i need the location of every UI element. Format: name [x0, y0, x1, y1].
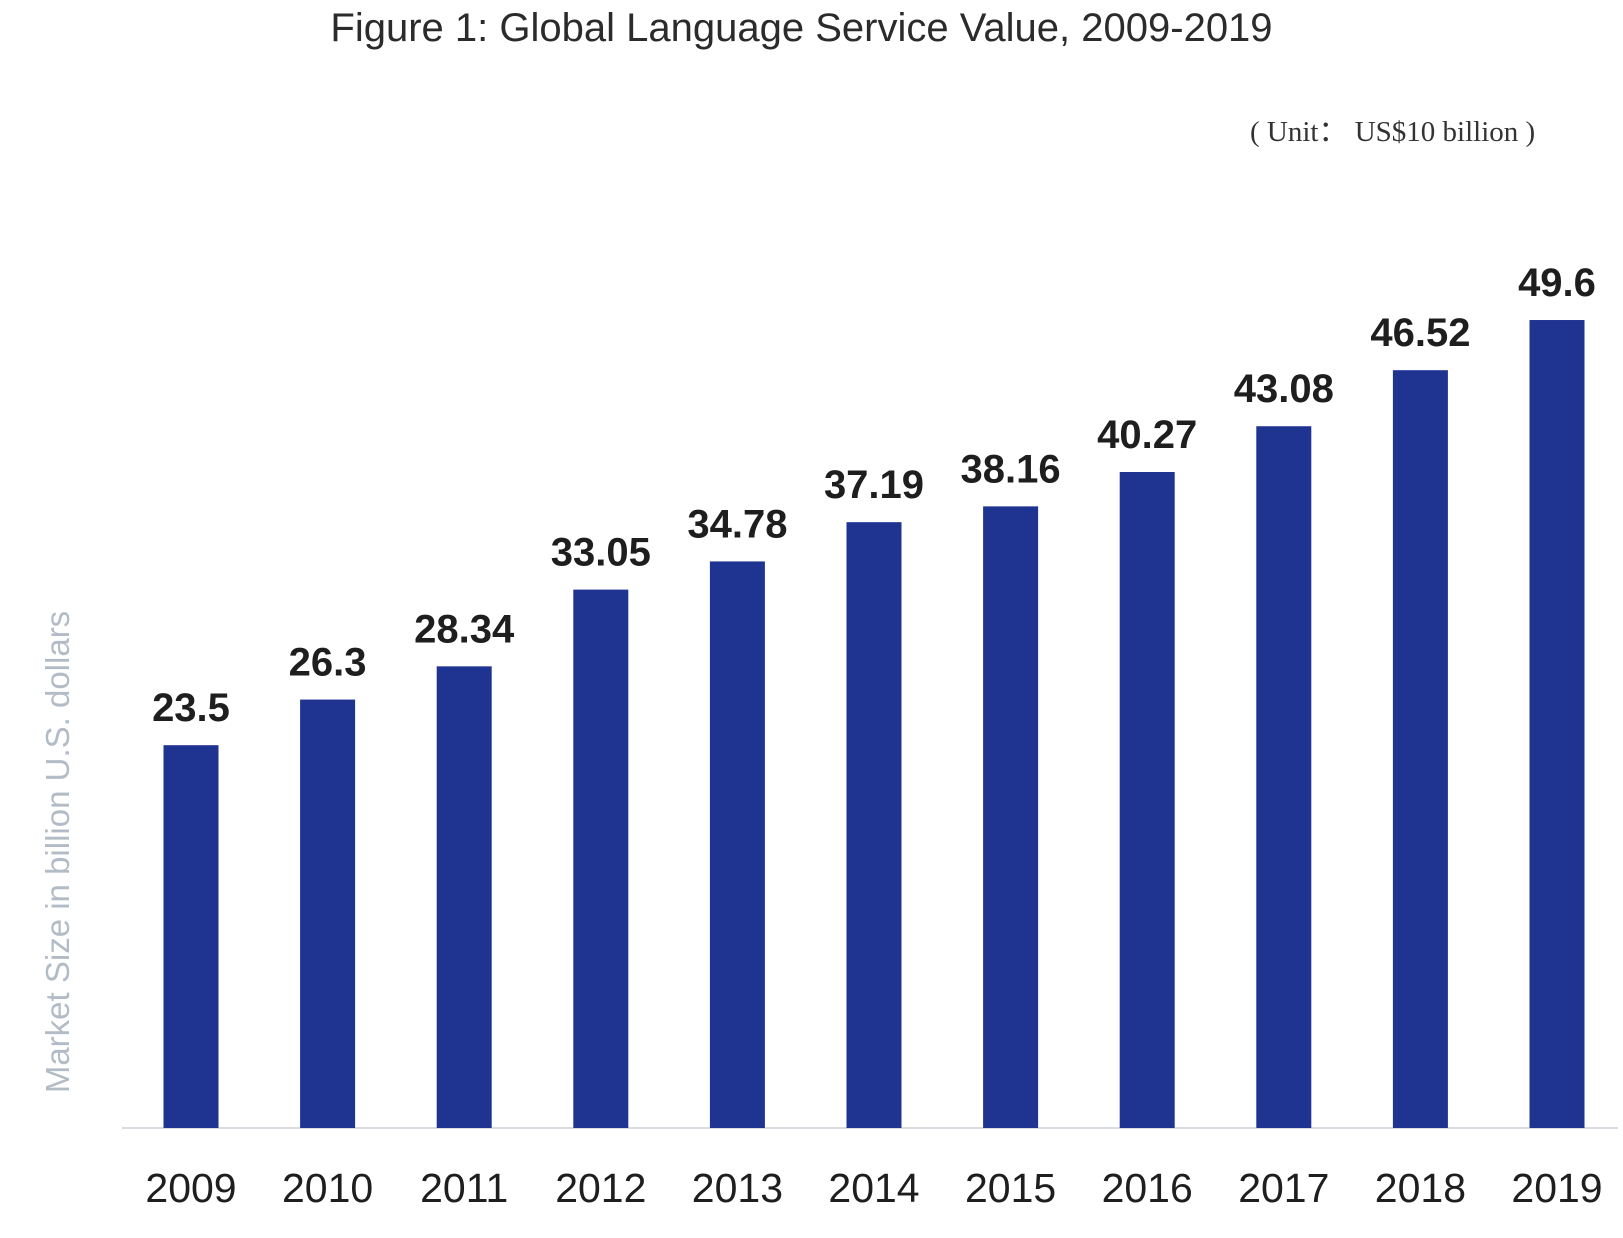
- x-tick-label-2018: 2018: [1375, 1165, 1466, 1211]
- bar-2010: [300, 699, 356, 1128]
- x-tick-label-2016: 2016: [1102, 1165, 1193, 1211]
- value-label-2009: 23.5: [152, 686, 230, 730]
- value-label-2014: 37.19: [824, 463, 924, 507]
- value-label-2017: 43.08: [1234, 367, 1334, 411]
- x-tick-label-2017: 2017: [1238, 1165, 1329, 1211]
- value-label-2019: 49.6: [1518, 261, 1596, 305]
- bar-2018: [1392, 370, 1448, 1128]
- bar-2012: [573, 589, 629, 1128]
- bar-2016: [1119, 472, 1175, 1128]
- bar-2015: [983, 506, 1039, 1128]
- value-label-2015: 38.16: [961, 447, 1061, 491]
- value-label-2012: 33.05: [551, 531, 651, 575]
- bar-2014: [846, 522, 902, 1128]
- y-axis-label: Market Size in billion U.S. dollars: [39, 611, 76, 1093]
- value-label-2010: 26.3: [289, 641, 367, 685]
- value-label-2011: 28.34: [414, 607, 515, 651]
- x-tick-label-2014: 2014: [828, 1165, 919, 1211]
- value-label-2018: 46.52: [1370, 311, 1470, 355]
- value-label-2016: 40.27: [1097, 413, 1197, 457]
- x-tick-labels-group: 2009 2010 2011 2012 2013 2014 2015 2016 2017 2018…: [145, 1165, 1602, 1211]
- x-tick-label-2013: 2013: [692, 1165, 783, 1211]
- unit-note: ( Unit： US$10 billion ): [1250, 116, 1536, 148]
- bar-2011: [436, 666, 492, 1128]
- bar-2013: [709, 561, 765, 1128]
- chart-title: Figure 1: Global Language Service Value,…: [330, 6, 1273, 50]
- x-tick-label-2011: 2011: [420, 1165, 508, 1211]
- value-label-2013: 34.78: [687, 502, 787, 546]
- bar-2019: [1529, 320, 1585, 1128]
- x-tick-label-2012: 2012: [555, 1165, 646, 1211]
- bar-2017: [1256, 426, 1312, 1128]
- value-labels-group: 23.5 26.3 28.34 33.05 34.78 37.19 38.16 40.27 43…: [152, 261, 1596, 730]
- x-tick-label-2015: 2015: [965, 1165, 1056, 1211]
- x-tick-label-2009: 2009: [145, 1165, 236, 1211]
- bars-group: [163, 320, 1585, 1128]
- x-tick-label-2019: 2019: [1511, 1165, 1602, 1211]
- x-tick-label-2010: 2010: [282, 1165, 373, 1211]
- bar-2009: [163, 745, 219, 1128]
